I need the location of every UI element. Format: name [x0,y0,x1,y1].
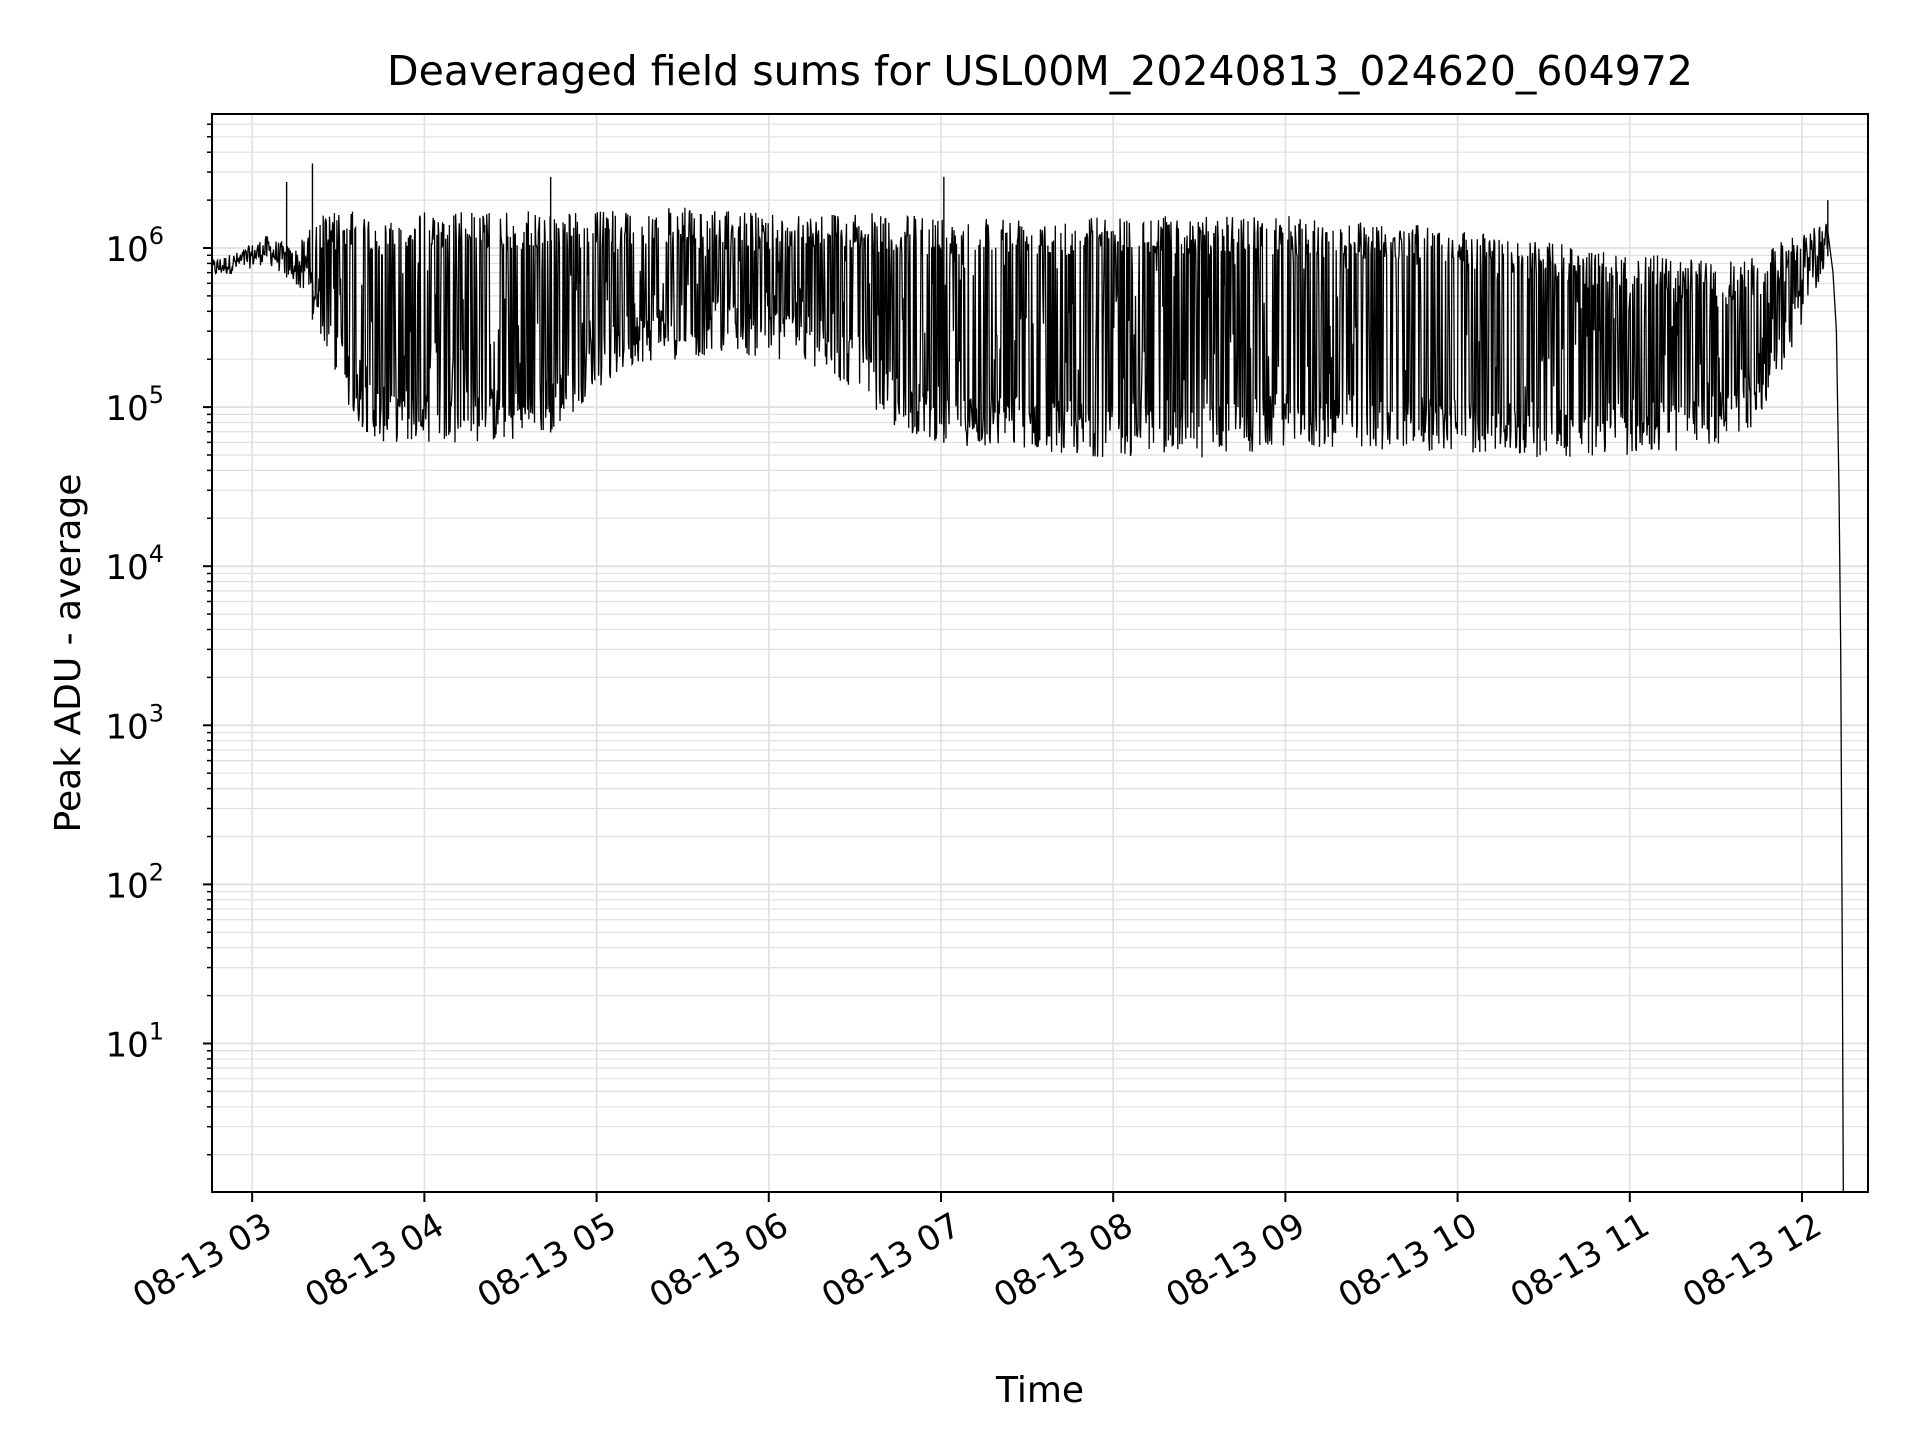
y-tick-base: 10 [105,548,148,588]
y-tick-exponent: 3 [149,699,164,727]
y-tick-exponent: 4 [149,540,164,568]
y-tick-label: 103 [105,699,164,747]
y-tick-exponent: 5 [149,381,164,409]
y-tick-base: 10 [105,230,148,270]
y-tick-base: 10 [105,866,148,906]
y-tick-exponent: 1 [149,1018,164,1046]
y-axis-label: Peak ADU - average [48,474,89,833]
y-tick-label: 102 [105,858,164,906]
y-tick-base: 10 [105,1026,148,1066]
x-axis-label: Time [995,1370,1084,1411]
y-tick-exponent: 6 [149,222,164,250]
series-line [211,207,1844,1193]
plot-frame [211,113,1869,1193]
y-tick-label: 105 [105,381,164,429]
y-tick-exponent: 2 [149,858,164,886]
y-tick-label: 101 [105,1018,164,1066]
plot-area [211,163,1844,1193]
y-tick-base: 10 [105,707,148,747]
y-tick-base: 10 [105,389,148,429]
y-tick-label: 106 [105,222,164,270]
chart-title: Deaveraged field sums for USL00M_2024081… [387,47,1693,95]
y-tick-label: 104 [105,540,164,588]
